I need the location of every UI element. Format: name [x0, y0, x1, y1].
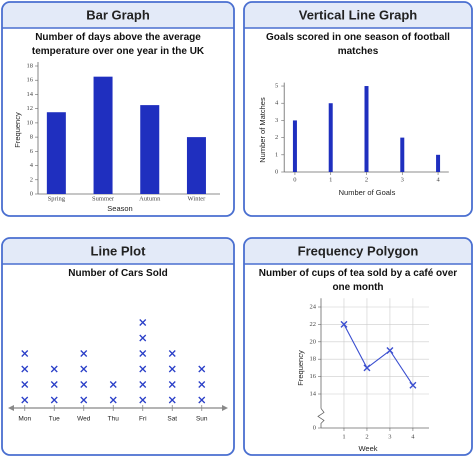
subtitle-box: Number of Cars Sold — [68, 268, 168, 279]
y-tick-label: 8 — [30, 134, 33, 141]
x-tick-label: 2 — [365, 433, 368, 440]
y-tick-label: 20 — [310, 338, 317, 345]
x-tick-label: 1 — [342, 433, 345, 440]
x-tick-label: Sat — [167, 416, 177, 423]
x-tick-label: 2 — [365, 176, 368, 183]
x-tick-label: Fri — [139, 416, 147, 423]
y-tick-label: 22 — [310, 321, 317, 328]
cross-stack — [168, 350, 176, 404]
axis-break — [317, 408, 325, 428]
y-tick-label: 0 — [313, 424, 316, 431]
x-tick-label: Thu — [108, 416, 120, 423]
panel-border — [1, 1, 235, 217]
arrow-right — [222, 405, 228, 411]
point — [409, 381, 417, 389]
bar — [140, 105, 160, 194]
x-tick-label: 4 — [411, 433, 415, 440]
x-axis-label: Season — [107, 204, 132, 213]
panel — [2, 238, 234, 455]
panel-header — [244, 2, 472, 28]
x-tick-label: 4 — [436, 176, 440, 183]
y-tick-label: 18 — [27, 62, 34, 69]
x-tick-label: 0 — [293, 176, 296, 183]
subtitle-box: Number of cups of tea sold by a café ove… — [258, 268, 458, 293]
y-tick-label: 16 — [27, 77, 34, 84]
panel-border — [243, 1, 473, 217]
cross-stack — [198, 365, 206, 404]
y-tick-label: 14 — [310, 390, 317, 397]
vertical-line — [436, 154, 441, 172]
y-tick-label: 5 — [275, 83, 278, 90]
panel-border — [243, 237, 473, 456]
panel-header — [244, 238, 472, 264]
cross-stack — [80, 350, 88, 404]
y-tick-label: 14 — [27, 91, 34, 98]
x-tick-label: 3 — [401, 176, 404, 183]
panel — [244, 238, 472, 455]
panel-border — [1, 237, 235, 456]
panel-header — [2, 238, 234, 264]
subtitle-box: Number of days above the average tempera… — [31, 32, 205, 57]
y-tick-label: 3 — [275, 117, 278, 124]
y-tick-label: 0 — [30, 190, 33, 197]
chart-subtitle: Number of Cars Sold — [68, 268, 168, 279]
vertical-line — [292, 120, 297, 172]
x-tick-label: Mon — [18, 416, 31, 423]
y-axis-label: Frequency — [296, 350, 305, 386]
cross-stack — [21, 350, 29, 404]
panel-header — [2, 2, 234, 28]
x-tick-label: Spring — [48, 195, 66, 202]
y-tick-label: 6 — [30, 148, 34, 155]
vertical-line — [328, 103, 333, 172]
vertical-line — [400, 137, 405, 172]
x-tick-label: Sun — [196, 416, 208, 423]
x-tick-label: 1 — [329, 176, 332, 183]
x-tick-label: Winter — [188, 195, 207, 202]
y-axis-label: Frequency — [13, 112, 22, 148]
y-tick-label: 10 — [27, 119, 34, 126]
y-tick-label: 4 — [275, 100, 279, 107]
x-tick-label: 3 — [388, 433, 391, 440]
vertical-line — [364, 86, 369, 172]
chart-subtitle: Number of cups of tea sold by a café ove… — [258, 268, 458, 293]
y-tick-label: 18 — [310, 356, 317, 363]
cross-stack — [109, 381, 117, 404]
y-tick-label: 16 — [310, 373, 317, 380]
chart-subtitle: Number of days above the average tempera… — [31, 32, 205, 57]
x-tick-label: Autumn — [139, 195, 161, 202]
y-tick-label: 2 — [30, 176, 33, 183]
y-tick-label: 1 — [275, 151, 278, 158]
point — [363, 364, 371, 372]
y-tick-label: 0 — [275, 168, 278, 175]
y-tick-label: 12 — [27, 105, 34, 112]
polygon-line — [343, 324, 414, 386]
point — [340, 320, 348, 328]
chart-subtitle: Goals scored in one season of football m… — [266, 32, 450, 57]
bar — [46, 112, 66, 194]
cross-stack — [50, 365, 58, 404]
cross-stack — [139, 319, 147, 404]
y-tick-label: 2 — [275, 134, 278, 141]
x-tick-label: Wed — [77, 416, 91, 423]
point — [386, 347, 394, 354]
x-tick-label: Tue — [49, 416, 60, 423]
panel-title: Bar Graph — [86, 7, 150, 22]
bar — [186, 137, 206, 194]
panel-title: Vertical Line Graph — [299, 7, 418, 22]
bar — [93, 76, 113, 194]
panel-title: Frequency Polygon — [298, 243, 419, 258]
x-axis-label: Week — [358, 444, 377, 453]
panel — [244, 2, 472, 216]
x-tick-label: Summer — [92, 195, 115, 202]
subtitle-box: Goals scored in one season of football m… — [266, 32, 450, 57]
y-axis-label: Number of Matches — [258, 97, 267, 163]
y-tick-label: 4 — [30, 162, 34, 169]
x-axis-label: Number of Goals — [339, 188, 396, 197]
panel-title: Line Plot — [91, 243, 147, 258]
arrow-left — [8, 405, 14, 411]
y-tick-label: 24 — [310, 303, 317, 310]
